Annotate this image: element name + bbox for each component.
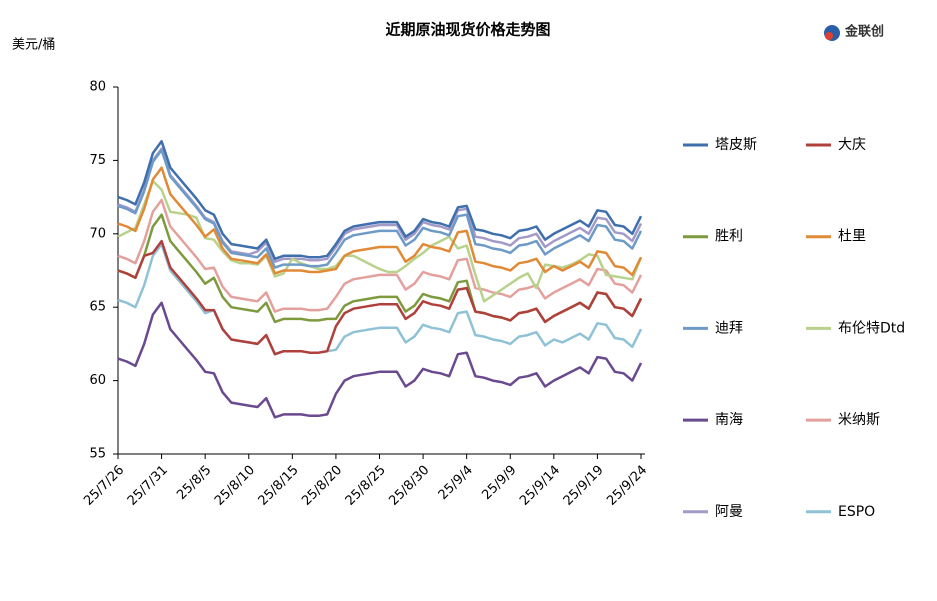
- logo-icon-dot: [825, 32, 833, 40]
- y-axis-unit: 美元/桶: [12, 38, 55, 53]
- x-tick-label: 25/9/19: [561, 463, 607, 509]
- chart-title: 近期原油现货价格走势图: [385, 21, 550, 39]
- series-line: [117, 242, 643, 356]
- y-tick-label: 55: [89, 447, 106, 462]
- series-line: [117, 148, 643, 269]
- logo: 金联创: [824, 24, 884, 41]
- legend-label: 迪拜: [715, 320, 743, 336]
- y-tick-label: 80: [89, 80, 106, 95]
- x-tick-label: 25/9/9: [479, 463, 519, 503]
- x-tick-label: 25/8/30: [386, 463, 432, 509]
- legend-label: 胜利: [715, 229, 743, 245]
- legend-label: 杜里: [838, 229, 866, 245]
- series-line: [117, 140, 643, 261]
- legend-label: ESPO: [838, 504, 875, 520]
- y-tick-label: 65: [89, 300, 106, 315]
- series-line: [117, 198, 643, 313]
- x-tick-label: 25/8/5: [174, 463, 214, 503]
- x-tick-label: 25/9/14: [517, 463, 563, 509]
- x-tick-label: 25/9/4: [436, 463, 476, 503]
- logo-text: 金联创: [844, 24, 884, 40]
- y-tick-label: 70: [89, 226, 106, 241]
- legend-label: 阿曼: [715, 504, 743, 520]
- x-tick-label: 25/9/24: [604, 463, 650, 509]
- y-tick-label: 60: [89, 373, 106, 388]
- x-tick-label: 25/8/20: [299, 463, 345, 509]
- y-tick-label: 75: [89, 153, 106, 168]
- legend-label: 大庆: [838, 137, 866, 153]
- legend-label: 塔皮斯: [715, 137, 757, 153]
- x-tick-label: 25/8/10: [212, 463, 258, 509]
- x-tick-label: 25/8/25: [343, 463, 389, 509]
- series-line: [117, 166, 643, 277]
- x-tick-label: 25/7/26: [81, 463, 127, 509]
- x-tick-label: 25/8/15: [256, 463, 302, 509]
- legend-label: 南海: [715, 412, 743, 428]
- x-tick-label: 25/7/31: [125, 463, 171, 509]
- legend-label: 米纳斯: [838, 412, 880, 428]
- series-line: [117, 239, 643, 356]
- legend-label: 布伦特Dtd: [838, 320, 905, 336]
- series-line: [117, 301, 643, 419]
